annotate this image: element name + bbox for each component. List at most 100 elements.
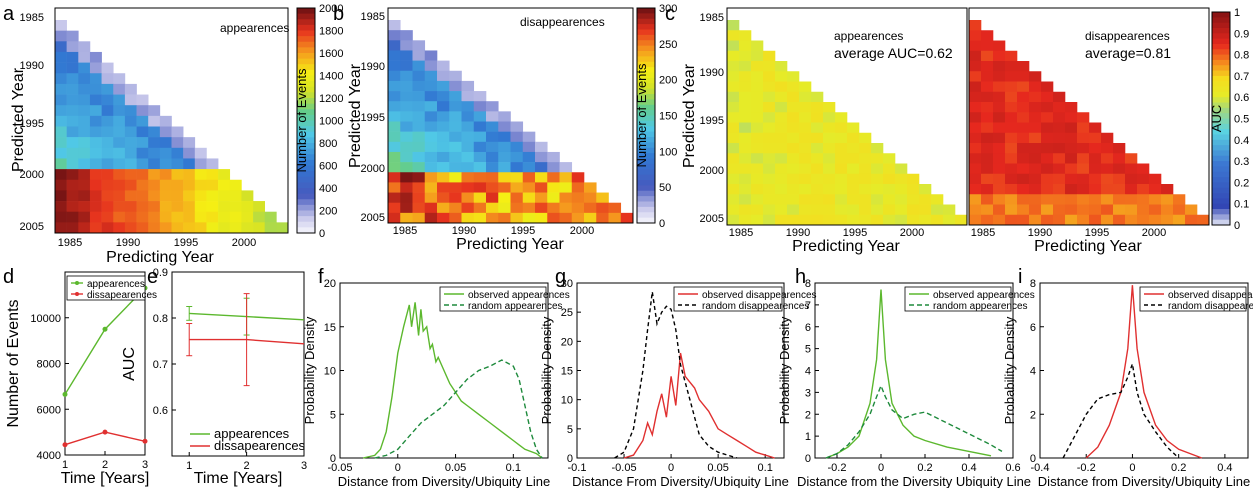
heatmap-cell — [218, 190, 231, 202]
colorbar-label: Number of Events — [634, 63, 649, 168]
heatmap-cell — [751, 40, 764, 52]
colorbar-swatch — [637, 29, 655, 36]
heatmap-cell — [835, 214, 848, 226]
colorbar-swatch — [1212, 177, 1230, 183]
x-tick-b-2000: 2000 — [570, 225, 594, 237]
heatmap-cell — [218, 211, 231, 223]
heatmap-cell — [993, 163, 1006, 175]
annotation-c-left-1: appearences — [834, 29, 903, 43]
panel-letter-a: a — [3, 3, 15, 25]
y-tick-b-1985: 1985 — [361, 11, 385, 23]
heatmap-cell — [727, 194, 740, 205]
heatmap-cell — [89, 179, 102, 191]
heatmap-cell — [449, 202, 462, 214]
colorbar-tick: 0.2 — [1234, 177, 1249, 189]
colorbar-tick: 400 — [319, 183, 337, 195]
heatmap-cell — [547, 172, 560, 183]
heatmap-cell — [113, 83, 126, 95]
heatmap-cell — [727, 20, 740, 31]
heatmap-cell — [400, 50, 413, 61]
heatmap-cell — [775, 132, 788, 144]
heatmap-cell — [787, 153, 800, 164]
heatmap-cell — [437, 91, 450, 102]
y-tick-label: 0 — [1030, 453, 1036, 465]
heatmap-cell — [522, 182, 536, 193]
heatmap-cell — [993, 112, 1006, 123]
heatmap-cell — [835, 194, 848, 205]
heatmap-cell — [969, 50, 982, 62]
heatmap-cell — [498, 141, 511, 153]
heatmap-cell — [437, 131, 450, 143]
heatmap-cell — [1173, 214, 1186, 226]
heatmap-cell — [148, 222, 161, 234]
heatmap-cell — [183, 222, 196, 234]
heatmap-cell — [183, 190, 196, 202]
heatmap-cell — [159, 126, 172, 138]
heatmap-cell — [461, 141, 475, 153]
data-point — [102, 326, 108, 332]
heatmap-cell — [1077, 153, 1090, 164]
heatmap-cell — [1053, 204, 1066, 216]
heatmap-cell — [486, 151, 499, 163]
y-axis-label-b: Predicted Year — [347, 63, 364, 168]
colorbar-swatch — [637, 126, 655, 133]
heatmap-cell — [547, 212, 560, 224]
heatmap-cell — [763, 81, 776, 93]
heatmap-cell — [1125, 204, 1138, 216]
heatmap-cell — [136, 137, 149, 149]
colorbar-swatch — [1212, 27, 1230, 34]
heatmap-cell — [113, 211, 126, 223]
heatmap-cell — [1101, 163, 1114, 175]
heatmap-cell — [1077, 214, 1090, 226]
heatmap-cell — [727, 30, 740, 41]
heatmap-cell — [1041, 163, 1054, 175]
heatmap-cell — [763, 214, 776, 226]
heatmap-cell — [1005, 184, 1018, 195]
heatmap-cell — [66, 147, 79, 159]
heatmap-cell — [895, 163, 908, 175]
heatmap-cell — [969, 173, 982, 185]
heatmap-cell — [811, 184, 824, 195]
heatmap-cell — [727, 102, 740, 113]
heatmap-cell — [1017, 184, 1030, 195]
heatmap-cell — [449, 80, 462, 92]
heatmap-cell — [1089, 184, 1102, 195]
y-tick-label: 0 — [330, 453, 336, 465]
panel-letter-e: e — [147, 266, 158, 288]
annotation-c-right-2: average=0.81 — [1085, 45, 1171, 61]
colorbar-tick: 1600 — [319, 48, 343, 60]
chart-c: appearences average AUC=0.62 disappearen… — [681, 7, 1249, 255]
heatmap-cell — [55, 62, 67, 74]
colorbar-swatch — [1212, 139, 1230, 146]
legend-label: observed appearences — [468, 290, 570, 301]
heatmap-cell — [89, 51, 102, 63]
heatmap-cell — [101, 179, 114, 191]
heatmap-cell — [276, 222, 289, 234]
colorbar-tick: 1200 — [319, 93, 343, 105]
heatmap-cell — [400, 101, 413, 112]
heatmap-cell — [55, 30, 67, 42]
heatmap-cell — [751, 102, 764, 113]
heatmap-cell — [559, 162, 573, 173]
heatmap-cell — [388, 202, 401, 214]
heatmap-cell — [510, 151, 524, 163]
heatmap-cell — [1113, 184, 1126, 195]
heatmap-cell — [183, 158, 196, 170]
heatmap-cell — [449, 141, 462, 153]
x-tick-a-1985: 1985 — [58, 237, 82, 249]
heatmap-cell — [171, 158, 184, 170]
heatmap-cell — [1125, 173, 1138, 185]
heatmap-cell — [799, 163, 812, 175]
series-line-random — [614, 291, 738, 459]
heatmap-cell — [763, 132, 776, 144]
heatmap-cell — [1005, 112, 1018, 123]
heatmap-cell — [66, 158, 79, 170]
heatmap-cell — [981, 81, 994, 93]
heatmap-cell — [264, 211, 277, 223]
heatmap-cell — [461, 182, 475, 193]
colorbar-swatch — [1212, 107, 1230, 114]
colorbar-tick: 2000 — [319, 3, 343, 15]
heatmap-cell — [206, 222, 219, 234]
heatmap-cell — [159, 201, 172, 212]
heatmap-cell — [124, 158, 137, 170]
